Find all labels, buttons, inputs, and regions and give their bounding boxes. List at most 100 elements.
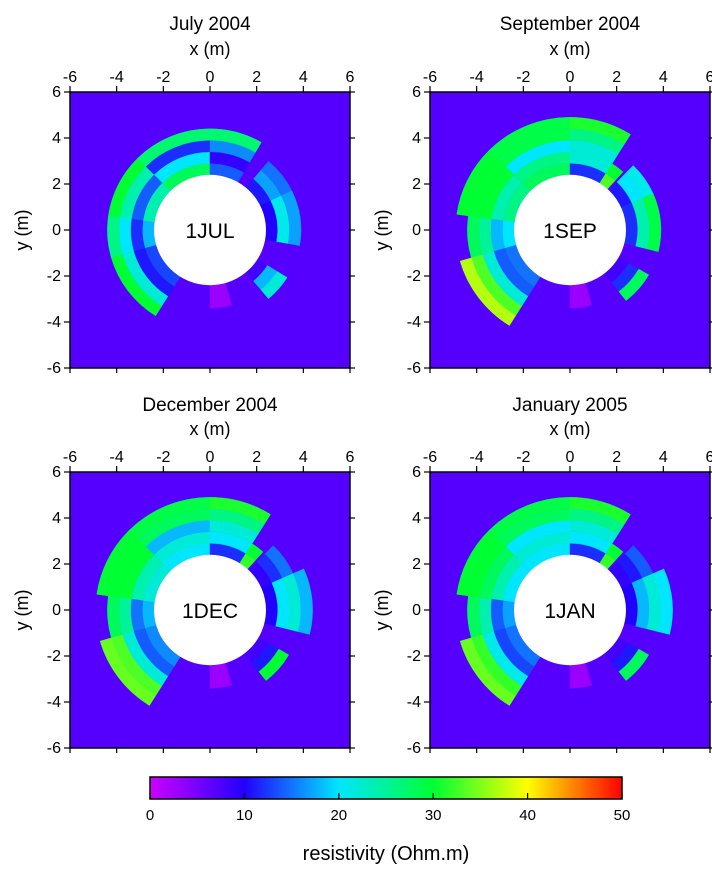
sector-cell [456,150,498,217]
sector-cell [245,543,264,561]
x-tick-label: 0 [206,449,215,466]
x-axis-label: x (m) [550,419,591,439]
panel-title: January 2005 [512,395,627,416]
x-tick-label: 2 [612,69,621,86]
colorbar-tick-label: 30 [425,807,442,824]
sector-cell [642,193,662,252]
x-tick-label: -6 [423,69,437,86]
sector-cell [569,117,631,145]
core-hole [514,554,626,666]
sector-cell [96,530,138,597]
x-tick-label: 4 [299,449,308,466]
x-tick-label: -6 [423,449,437,466]
y-tick-label: -2 [407,268,421,285]
plot-area: -6 -6 -4 -4 -2 -2 0 0 2 2 4 4 6 6 [407,69,712,377]
sector-cell [624,545,654,579]
x-tick-label: 4 [659,449,668,466]
x-tick-label: -6 [63,69,77,86]
core-hole [154,174,266,286]
y-tick-label: -2 [47,648,61,665]
sector-cell [618,648,650,681]
x-axis-label: x (m) [190,419,231,439]
sector-cell [281,190,302,246]
x-tick-label: -2 [516,69,530,86]
y-tick-label: 4 [412,510,421,527]
x-tick-label: 2 [252,449,261,466]
colorbar-bar [149,776,623,800]
x-tick-label: -4 [110,69,124,86]
panel-december-2004: December 2004 x (m) y (m) -6 -6 -4 -4 -2 -2 0 0… [12,395,355,757]
x-tick-label: -6 [63,449,77,466]
sector-cell [111,254,163,317]
x-tick-label: -2 [156,449,170,466]
colorbar-tick-label: 50 [614,807,631,824]
x-tick-label: -4 [110,449,124,466]
x-tick-label: 6 [346,69,355,86]
core-hole [154,554,266,666]
sector-cell [618,268,650,301]
sector-cell [142,220,157,249]
panel-september-2004: September 2004 x (m) y (m) -6 -6 -4 -4 -2 -2 0… [372,14,712,377]
y-tick-label: 2 [52,556,61,573]
sector-cell [569,497,631,525]
panel-center-label: 1SEP [543,220,597,243]
x-tick-label: 6 [346,449,355,466]
y-tick-label: -6 [407,740,421,757]
y-tick-label: 2 [412,556,421,573]
sector-cell [209,673,233,689]
y-tick-label: -4 [407,694,421,711]
sector-cell [264,545,294,579]
y-tick-label: 4 [52,130,61,147]
sector-cell [292,568,313,635]
plot-area: -6 -6 -4 -4 -2 -2 0 0 2 2 4 4 6 6 [407,449,712,757]
x-tick-label: -4 [470,449,484,466]
x-tick-label: 0 [566,69,575,86]
sector-cell [260,161,293,196]
y-tick-label: -2 [47,268,61,285]
x-tick-label: -2 [516,449,530,466]
x-tick-label: 4 [299,69,308,86]
panel-center-label: 1DEC [182,600,238,623]
y-tick-label: 2 [52,176,61,193]
sector-cell [258,648,290,681]
y-tick-label: -2 [407,648,421,665]
sector-cell [652,568,673,635]
y-tick-label: -4 [407,314,421,331]
x-tick-label: -2 [156,69,170,86]
colorbar-ticks: 0 10 20 30 40 50 [146,793,631,824]
y-tick-label: 4 [412,130,421,147]
panel-title: September 2004 [500,14,641,35]
colorbar-label: resistivity (Ohm.m) [303,843,470,865]
sector-cell [605,163,624,181]
sector-cell [456,530,498,597]
sector-cell [624,165,654,199]
x-tick-label: 4 [659,69,668,86]
colorbar-tick-label: 10 [236,807,253,824]
y-axis-label: y (m) [372,590,392,631]
y-tick-label: 0 [412,222,421,239]
sector-cell [209,128,262,153]
panel-title: December 2004 [142,395,278,416]
panel-center-label: 1JUL [185,220,234,243]
panel-july-2004: July 2004 x (m) y (m) -6 -6 -4 -4 -2 -2 0 0 2 2 4 4… [12,14,355,377]
y-tick-label: 6 [412,84,421,101]
x-tick-label: 0 [566,449,575,466]
y-tick-label: 2 [412,176,421,193]
x-axis-label: x (m) [550,39,591,59]
sector-cell [569,673,593,689]
panel-january-2005: January 2005 x (m) y (m) -6 -6 -4 -4 -2 -2 0 0 2… [372,395,712,757]
sector-cell [260,271,288,299]
core-hole [514,174,626,286]
sector-cell [569,293,593,309]
x-tick-label: 0 [206,69,215,86]
colorbar-tick-label: 40 [519,807,536,824]
y-tick-label: -4 [47,694,61,711]
x-tick-label: 2 [252,69,261,86]
x-tick-label: 2 [612,449,621,466]
plot-area: -6 -6 -4 -4 -2 -2 0 0 2 2 4 4 6 6 [47,69,355,377]
x-tick-label: 6 [706,69,712,86]
x-tick-label: -4 [470,69,484,86]
y-tick-label: 6 [52,464,61,481]
sector-cell [209,293,233,309]
